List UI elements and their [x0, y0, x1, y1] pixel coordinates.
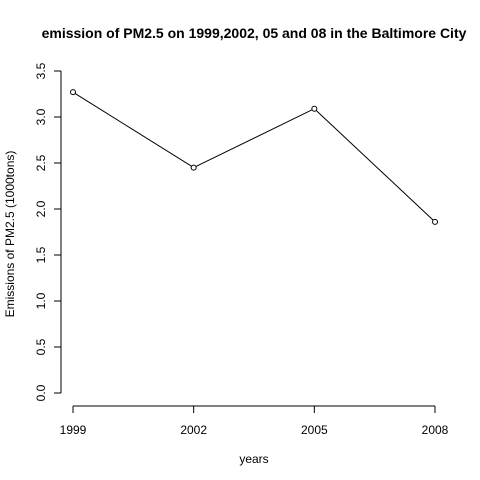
y-tick-label: 3.0 — [34, 108, 48, 125]
x-tick-label: 2005 — [301, 423, 328, 437]
y-tick-label: 1.5 — [34, 246, 48, 263]
data-point — [311, 105, 318, 112]
data-point — [70, 89, 76, 96]
series-group — [70, 89, 438, 225]
y-tick-label: 2.5 — [34, 154, 48, 171]
series-line — [72, 91, 436, 223]
data-point — [432, 218, 438, 225]
x-tick-label: 1999 — [60, 423, 87, 437]
y-axis: 0.0 0.5 1.0 1.5 2.0 2.5 3.0 3.5 — [34, 62, 62, 401]
chart-title: emission of PM2.5 on 1999,2002, 05 and 0… — [42, 25, 467, 41]
x-axis: 1999 2002 2005 2008 — [60, 405, 449, 437]
y-tick-label: 0.0 — [34, 384, 48, 401]
x-tick-label: 2002 — [180, 423, 207, 437]
y-tick-label: 2.0 — [34, 200, 48, 217]
data-point — [190, 164, 197, 171]
y-tick-label: 1.0 — [34, 292, 48, 309]
y-tick-label: 3.5 — [34, 62, 48, 79]
x-tick-label: 2008 — [422, 423, 449, 437]
y-tick-label: 0.5 — [34, 338, 48, 355]
y-axis-label: Emissions of PM2.5 (1000tons) — [3, 151, 17, 318]
x-axis-label: years — [239, 452, 268, 466]
